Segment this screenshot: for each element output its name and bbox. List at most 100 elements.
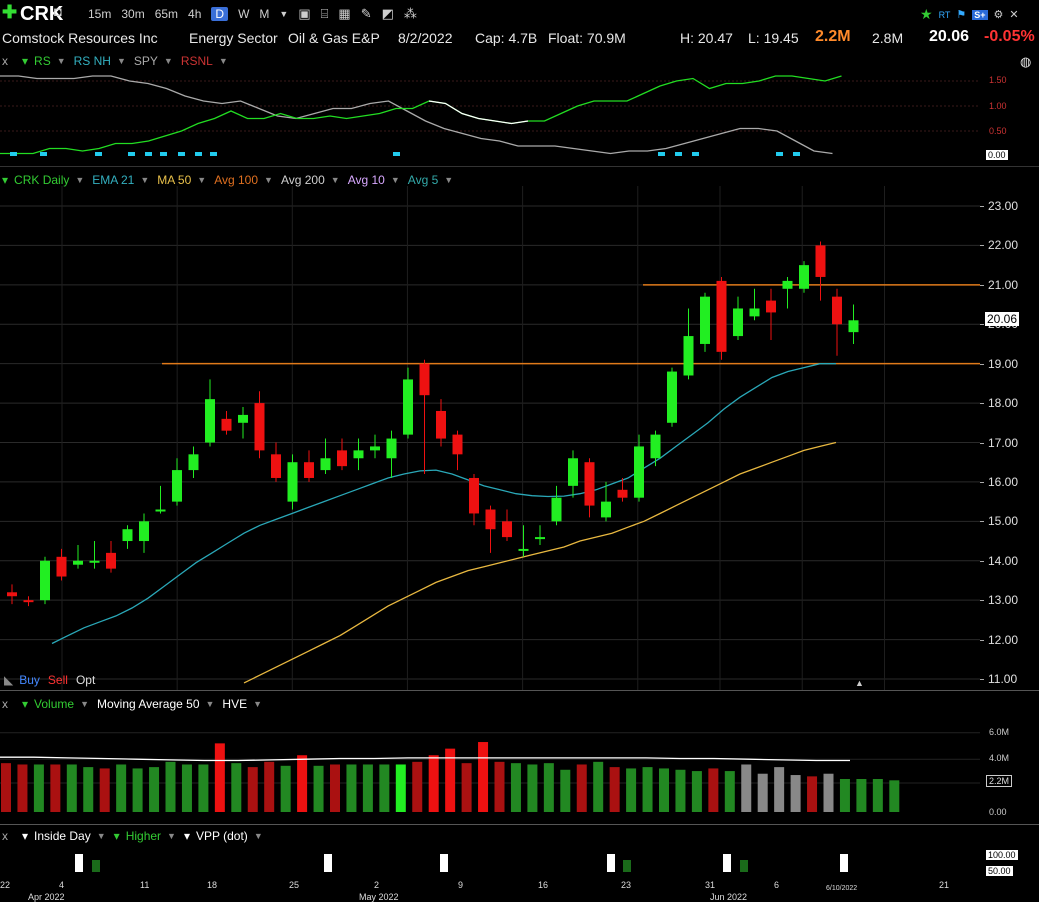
drawing-tool-icon[interactable]: ⌸ (320, 6, 329, 21)
avg-volume-label: 2.8M (872, 30, 904, 46)
note-icon[interactable]: ◩ (381, 6, 394, 21)
legend-ema21[interactable]: EMA 21 (92, 173, 135, 187)
x-label: Apr 2022 (28, 892, 65, 902)
timeframe-d[interactable]: D (211, 7, 229, 21)
x-label: 6 (774, 880, 780, 890)
timeframe-w[interactable]: W (238, 7, 250, 21)
rs-new-high-marker (658, 152, 665, 156)
settings-icon[interactable]: ⚙ (993, 9, 1004, 21)
volume-bar (395, 764, 406, 812)
candle-body (815, 245, 826, 277)
volume-bar (33, 764, 44, 812)
volume-bar (642, 767, 653, 812)
close-icon[interactable]: ✕ (1009, 9, 1019, 21)
volume-value-badge: 2.2M (986, 775, 1013, 787)
volume-bar (247, 767, 258, 812)
rsnl-caret-icon[interactable]: ▼ (218, 56, 228, 66)
order-icon[interactable]: ◣ (4, 673, 14, 687)
higher-item[interactable]: Higher (125, 829, 162, 843)
rs-nh-item[interactable]: RS NH (73, 54, 111, 68)
opt-button[interactable]: Opt (75, 673, 96, 687)
sector-label[interactable]: Energy Sector (189, 30, 278, 46)
calculator-icon[interactable]: ▦ (338, 6, 351, 21)
chart-type-icon[interactable]: ▣ (298, 6, 311, 21)
legend-avg100-caret-icon[interactable]: ▼ (264, 175, 273, 185)
rs-nh-caret-icon[interactable]: ▼ (116, 56, 126, 66)
rsnl-item[interactable]: RSNL (180, 54, 213, 68)
hve-caret-icon[interactable]: ▼ (253, 699, 263, 709)
star-icon[interactable]: ★ (920, 6, 933, 22)
ticker-symbol[interactable]: CRK (20, 3, 64, 25)
legend-avg200[interactable]: Avg 200 (280, 173, 325, 187)
timeframe-30m[interactable]: 30m (121, 7, 145, 21)
candle-body (320, 458, 331, 471)
vpp-caret-icon[interactable]: ▼ (253, 831, 263, 841)
timeframe-4h[interactable]: 4h (188, 7, 202, 21)
volume-chart (0, 732, 980, 812)
volume-ma-item[interactable]: Moving Average 50 (96, 697, 200, 711)
industry-label[interactable]: Oil & Gas E&P (288, 30, 380, 46)
rs-panel-close[interactable]: x (2, 54, 8, 68)
volume-dropdown-icon[interactable]: ▾ (22, 697, 29, 711)
legend-crk-daily[interactable]: CRK Daily (14, 173, 70, 187)
legend-ma50[interactable]: MA 50 (157, 173, 192, 187)
legend-avg10[interactable]: Avg 10 (347, 173, 385, 187)
vpp-item[interactable]: VPP (dot) (196, 829, 248, 843)
volume-bar (116, 764, 127, 812)
timeframe-65m[interactable]: 65m (154, 7, 179, 21)
rt-label[interactable]: RT (938, 9, 951, 20)
spy-caret-icon[interactable]: ▼ (163, 56, 173, 66)
legend-avg5[interactable]: Avg 5 (407, 173, 439, 187)
pencil-icon[interactable]: ✎ (360, 6, 372, 21)
legend-avg5-caret-icon[interactable]: ▼ (444, 175, 454, 185)
inside-day-item[interactable]: Inside Day (34, 829, 91, 843)
timeframe-dropdown-icon[interactable]: ▼ (279, 9, 289, 19)
higher-dropdown-icon[interactable]: ▾ (113, 829, 120, 843)
legend-avg10-caret-icon[interactable]: ▼ (390, 175, 400, 185)
legend-avg200-caret-icon[interactable]: ▼ (330, 175, 340, 185)
buy-button[interactable]: Buy (19, 673, 40, 687)
high-label: H: 20.47 (680, 30, 733, 46)
spy-item[interactable]: SPY (133, 54, 158, 68)
float-label: Float: 70.9M (548, 30, 626, 46)
volume-panel-close[interactable]: x (2, 697, 8, 711)
price-tick-mark (980, 679, 984, 680)
globe-icon[interactable]: ◍ (1020, 54, 1032, 69)
volume-bar (872, 779, 883, 812)
add-symbol-icon[interactable]: ✚ (2, 2, 18, 22)
rt-icon[interactable]: ⚑ (956, 9, 967, 21)
x-label: 2 (374, 880, 380, 890)
rs-caret-icon[interactable]: ▼ (56, 56, 66, 66)
inside-day-marker (440, 854, 448, 872)
legend-dropdown-icon[interactable]: ▾ (2, 173, 9, 187)
inside-badge-50: 50.00 (986, 866, 1013, 876)
inside-day-caret-icon[interactable]: ▼ (96, 831, 106, 841)
timeframe-15m[interactable]: 15m (88, 7, 112, 21)
higher-caret-icon[interactable]: ▼ (167, 831, 176, 841)
scroll-up-icon[interactable]: ▲ (855, 678, 864, 688)
volume-ma-caret-icon[interactable]: ▼ (205, 699, 215, 709)
camera-icon[interactable]: ◘ (54, 4, 62, 19)
inside-dropdown-icon[interactable]: ▾ (22, 829, 29, 843)
hve-item[interactable]: HVE (222, 697, 248, 711)
candle-body (518, 548, 529, 551)
legend-ema21-caret-icon[interactable]: ▼ (140, 175, 150, 185)
rs-item[interactable]: RS (34, 54, 51, 68)
legend-avg100[interactable]: Avg 100 (214, 173, 259, 187)
price-chart[interactable] (0, 186, 980, 690)
volume-caret-icon[interactable]: ▼ (80, 699, 89, 709)
sell-button[interactable]: Sell (47, 673, 68, 687)
rs-line (0, 75, 842, 155)
x-label: May 2022 (359, 892, 399, 902)
legend-ma50-caret-icon[interactable]: ▼ (197, 175, 207, 185)
candle-body (584, 462, 595, 506)
volume-item[interactable]: Volume (34, 697, 75, 711)
legend-crk-caret-icon[interactable]: ▼ (75, 175, 85, 185)
vpp-dropdown-icon[interactable]: ▾ (183, 829, 190, 843)
rs-dropdown-icon[interactable]: ▾ (22, 54, 29, 68)
timeframe-m[interactable]: M (259, 7, 270, 21)
rs-new-high-marker (675, 152, 682, 156)
inside-panel-close[interactable]: x (2, 829, 8, 843)
share-icon[interactable]: ⁂ (403, 6, 417, 21)
s-plus-icon[interactable]: S+ (972, 9, 988, 20)
